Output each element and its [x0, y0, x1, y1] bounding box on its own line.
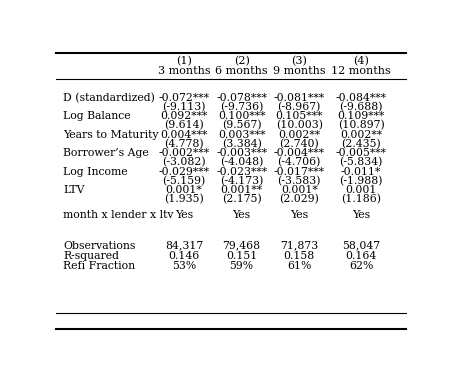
Text: Yes: Yes — [290, 210, 308, 220]
Text: -0.029***: -0.029*** — [158, 167, 209, 177]
Text: Years to Maturity: Years to Maturity — [63, 130, 159, 140]
Text: (-4.048): (-4.048) — [220, 157, 263, 167]
Text: (4): (4) — [353, 56, 369, 66]
Text: (9.614): (9.614) — [164, 120, 204, 130]
Text: (-9.113): (-9.113) — [162, 102, 206, 112]
Text: (-1.988): (-1.988) — [340, 176, 383, 186]
Text: -0.003***: -0.003*** — [216, 148, 267, 158]
Text: (-3.082): (-3.082) — [162, 157, 206, 167]
Text: -0.078***: -0.078*** — [216, 93, 267, 103]
Text: D (standardized): D (standardized) — [63, 93, 155, 103]
Text: -0.004***: -0.004*** — [274, 148, 325, 158]
Text: 0.002**: 0.002** — [278, 130, 320, 140]
Text: (-3.583): (-3.583) — [277, 176, 321, 186]
Text: 0.092***: 0.092*** — [160, 111, 207, 121]
Text: -0.023***: -0.023*** — [216, 167, 267, 177]
Text: (2.029): (2.029) — [279, 194, 319, 204]
Text: (-4.173): (-4.173) — [220, 176, 263, 186]
Text: Yes: Yes — [352, 210, 370, 220]
Text: Borrower’s Age: Borrower’s Age — [63, 148, 149, 158]
Text: -0.072***: -0.072*** — [158, 93, 209, 103]
Text: 71,873: 71,873 — [280, 240, 318, 251]
Text: 0.001*: 0.001* — [281, 185, 318, 195]
Text: -0.017***: -0.017*** — [274, 167, 325, 177]
Text: 6 months: 6 months — [215, 66, 268, 76]
Text: 0.105***: 0.105*** — [276, 111, 323, 121]
Text: (-9.736): (-9.736) — [220, 102, 263, 112]
Text: 84,317: 84,317 — [165, 240, 203, 251]
Text: 0.146: 0.146 — [168, 251, 200, 260]
Text: (-9.688): (-9.688) — [340, 102, 383, 112]
Text: (2.175): (2.175) — [222, 194, 262, 204]
Text: -0.081***: -0.081*** — [274, 93, 325, 103]
Text: (-5.834): (-5.834) — [340, 157, 383, 167]
Text: 0.151: 0.151 — [226, 251, 257, 260]
Text: 9 months: 9 months — [273, 66, 326, 76]
Text: 0.004***: 0.004*** — [160, 130, 207, 140]
Text: -0.011*: -0.011* — [341, 167, 382, 177]
Text: 0.100***: 0.100*** — [218, 111, 265, 121]
Text: 0.001**: 0.001** — [221, 185, 262, 195]
Text: -0.005***: -0.005*** — [336, 148, 387, 158]
Text: 0.002**: 0.002** — [340, 130, 382, 140]
Text: (-4.706): (-4.706) — [278, 157, 321, 167]
Text: 79,468: 79,468 — [222, 240, 261, 251]
Text: Log Income: Log Income — [63, 167, 128, 177]
Text: 59%: 59% — [230, 260, 253, 271]
Text: (3.384): (3.384) — [222, 139, 262, 149]
Text: (9.567): (9.567) — [222, 120, 262, 130]
Text: -0.084***: -0.084*** — [336, 93, 387, 103]
Text: 61%: 61% — [287, 260, 312, 271]
Text: 62%: 62% — [349, 260, 373, 271]
Text: Observations: Observations — [63, 240, 136, 251]
Text: 0.001: 0.001 — [345, 185, 377, 195]
Text: (3): (3) — [291, 56, 307, 66]
Text: 0.109***: 0.109*** — [337, 111, 385, 121]
Text: -0.002***: -0.002*** — [158, 148, 210, 158]
Text: 3 months: 3 months — [158, 66, 210, 76]
Text: (1.935): (1.935) — [164, 194, 204, 204]
Text: (2): (2) — [234, 56, 249, 66]
Text: Refi Fraction: Refi Fraction — [63, 260, 135, 271]
Text: 0.001*: 0.001* — [166, 185, 202, 195]
Text: Log Balance: Log Balance — [63, 111, 131, 121]
Text: (2.740): (2.740) — [280, 139, 319, 149]
Text: (10.897): (10.897) — [338, 120, 385, 130]
Text: 0.158: 0.158 — [284, 251, 315, 260]
Text: Yes: Yes — [233, 210, 251, 220]
Text: R-squared: R-squared — [63, 251, 120, 260]
Text: (1): (1) — [176, 56, 192, 66]
Text: 0.164: 0.164 — [345, 251, 377, 260]
Text: 53%: 53% — [172, 260, 196, 271]
Text: (4.778): (4.778) — [164, 139, 204, 149]
Text: Yes: Yes — [175, 210, 193, 220]
Text: (-8.967): (-8.967) — [278, 102, 321, 112]
Text: LTV: LTV — [63, 185, 85, 195]
Text: (1.186): (1.186) — [341, 194, 381, 204]
Text: month x lender x ltv: month x lender x ltv — [63, 210, 174, 220]
Text: (-5.159): (-5.159) — [162, 176, 206, 186]
Text: (10.003): (10.003) — [276, 120, 323, 130]
Text: 58,047: 58,047 — [342, 240, 380, 251]
Text: 0.003***: 0.003*** — [218, 130, 265, 140]
Text: (2.435): (2.435) — [341, 139, 381, 149]
Text: 12 months: 12 months — [331, 66, 391, 76]
